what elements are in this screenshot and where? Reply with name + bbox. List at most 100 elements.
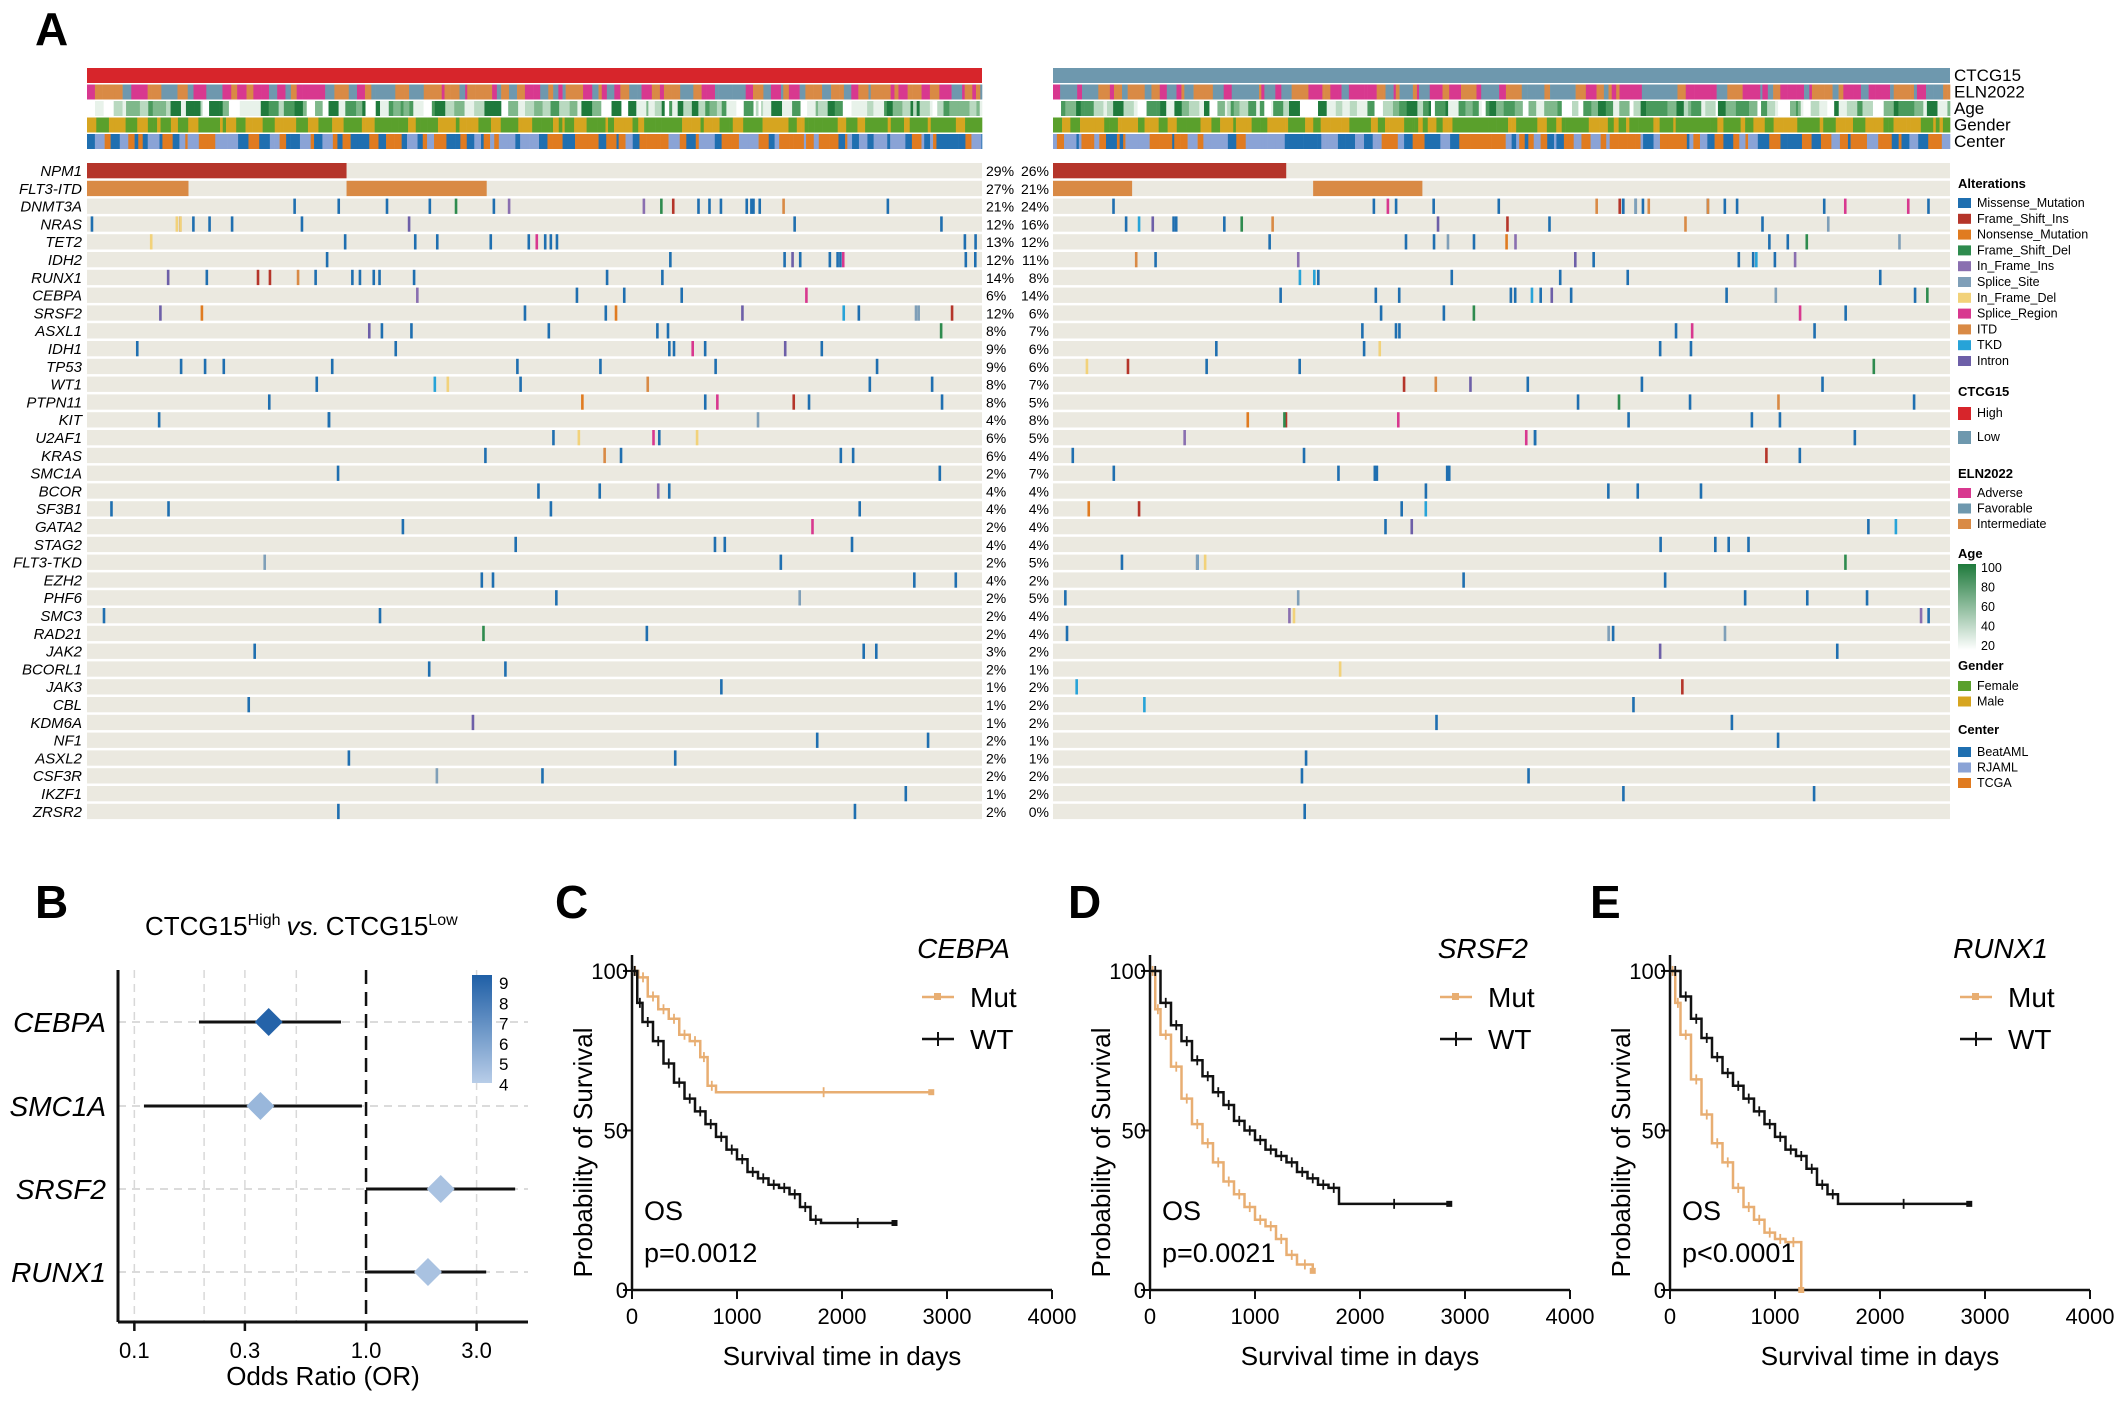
track-cell: [1544, 84, 1551, 100]
track-cell: [656, 134, 661, 149]
track-cell: [1673, 117, 1676, 133]
alteration-tick: [454, 198, 458, 214]
alteration-tick: [1747, 536, 1750, 553]
track-cell: [752, 84, 764, 100]
track-cell: [1909, 134, 1919, 149]
track-cell: [466, 117, 472, 133]
alteration-tick: [1640, 376, 1644, 392]
track-cell: [1144, 84, 1152, 100]
track-cell: [1862, 101, 1874, 116]
km-legend-mut: Mut: [1488, 982, 1535, 1013]
alteration-tick: [1681, 679, 1684, 695]
track-cell: [533, 84, 541, 100]
track-cell: [441, 84, 445, 100]
track-cell: [247, 117, 253, 133]
track-cell: [1449, 84, 1459, 100]
track-cell: [1113, 84, 1123, 100]
alteration-tick: [1773, 252, 1777, 268]
track-cell: [1256, 134, 1263, 149]
track-cell: [827, 101, 836, 116]
track-cell: [1691, 101, 1702, 116]
km-curve-wt: [1150, 969, 1450, 1206]
track-cell: [272, 117, 276, 133]
alteration-tick: [1727, 536, 1730, 553]
alteration-tick: [828, 252, 832, 268]
track-label: Age: [1954, 99, 1984, 118]
km-end-mark: [1798, 1287, 1805, 1293]
track-cell: [1667, 101, 1677, 116]
alteration-tick: [1699, 483, 1703, 499]
track-cell: [875, 84, 885, 100]
alteration-tick: [1432, 234, 1436, 250]
alteration-tick: [1798, 305, 1802, 321]
track-cell: [646, 101, 649, 116]
track-cell: [1376, 134, 1382, 149]
track-cell: [763, 84, 772, 100]
alteration-tick: [428, 198, 432, 214]
track-cell: [1325, 134, 1329, 149]
track-cell: [160, 101, 167, 116]
track-cell: [1093, 101, 1104, 116]
track-cell: [1180, 134, 1188, 149]
colorbar-tick: 9: [499, 974, 508, 993]
track-cell: [1874, 117, 1884, 133]
age-colorbar: [1958, 564, 1976, 650]
track-cell: [1685, 84, 1695, 100]
track-cell: [1256, 101, 1261, 116]
km-os-label: OS: [1162, 1196, 1201, 1226]
alteration-tick: [1303, 803, 1306, 820]
track-cell: [302, 101, 308, 116]
track-cell: [1176, 84, 1182, 100]
track-cell: [467, 84, 476, 100]
track-cell: [944, 117, 957, 133]
track-cell: [1459, 117, 1469, 133]
track-cell: [285, 117, 297, 133]
track-cell: [1717, 101, 1726, 116]
track-cell: [1496, 117, 1505, 133]
track-cell: [745, 84, 754, 100]
alteration-tick: [507, 198, 511, 214]
alteration-tick: [1298, 269, 1302, 286]
track-cell: [846, 117, 853, 133]
track-cell: [695, 134, 700, 149]
track-cell: [1861, 117, 1866, 133]
track-cell: [177, 117, 189, 133]
alteration-tick: [1271, 216, 1274, 232]
pct-low-label: 1%: [1029, 750, 1049, 766]
track-cell: [161, 84, 165, 100]
track-cell: [782, 101, 793, 116]
alteration-tick: [253, 643, 256, 659]
track-cell: [420, 117, 428, 133]
alteration-tick: [110, 501, 113, 517]
alteration-tick: [1867, 519, 1870, 535]
track-cell: [1062, 117, 1071, 133]
gene-label: FLT3-ITD: [19, 181, 82, 198]
km-legend-marker: [1452, 993, 1459, 1000]
track-cell: [187, 84, 194, 100]
alteration-tick: [691, 341, 694, 357]
alteration-tick: [646, 376, 650, 392]
track-cell: [736, 101, 745, 116]
forest-gene-label: CEBPA: [13, 1007, 106, 1038]
track-cell: [1716, 84, 1728, 100]
track-cell: [1760, 84, 1763, 100]
track-cell: [1220, 117, 1229, 133]
gene-row-bg: [1053, 305, 1950, 321]
legend-swatch: [1958, 245, 1971, 256]
track-cell: [374, 117, 385, 133]
track-cell: [663, 84, 672, 100]
legend-label: Low: [1977, 430, 2001, 444]
track-cell: [277, 84, 286, 100]
track-cell: [818, 101, 828, 116]
alteration-tick: [516, 358, 519, 375]
track-cell: [1516, 134, 1520, 149]
track-cell: [646, 117, 653, 133]
track-cell: [1492, 84, 1500, 100]
track-cell: [1585, 84, 1597, 100]
alteration-tick: [667, 483, 671, 499]
track-cell: [621, 101, 629, 116]
track-cell: [1109, 84, 1115, 100]
track-cell: [1641, 84, 1653, 100]
pct-low-label: 1%: [1029, 733, 1049, 749]
track-cell: [1565, 117, 1576, 133]
